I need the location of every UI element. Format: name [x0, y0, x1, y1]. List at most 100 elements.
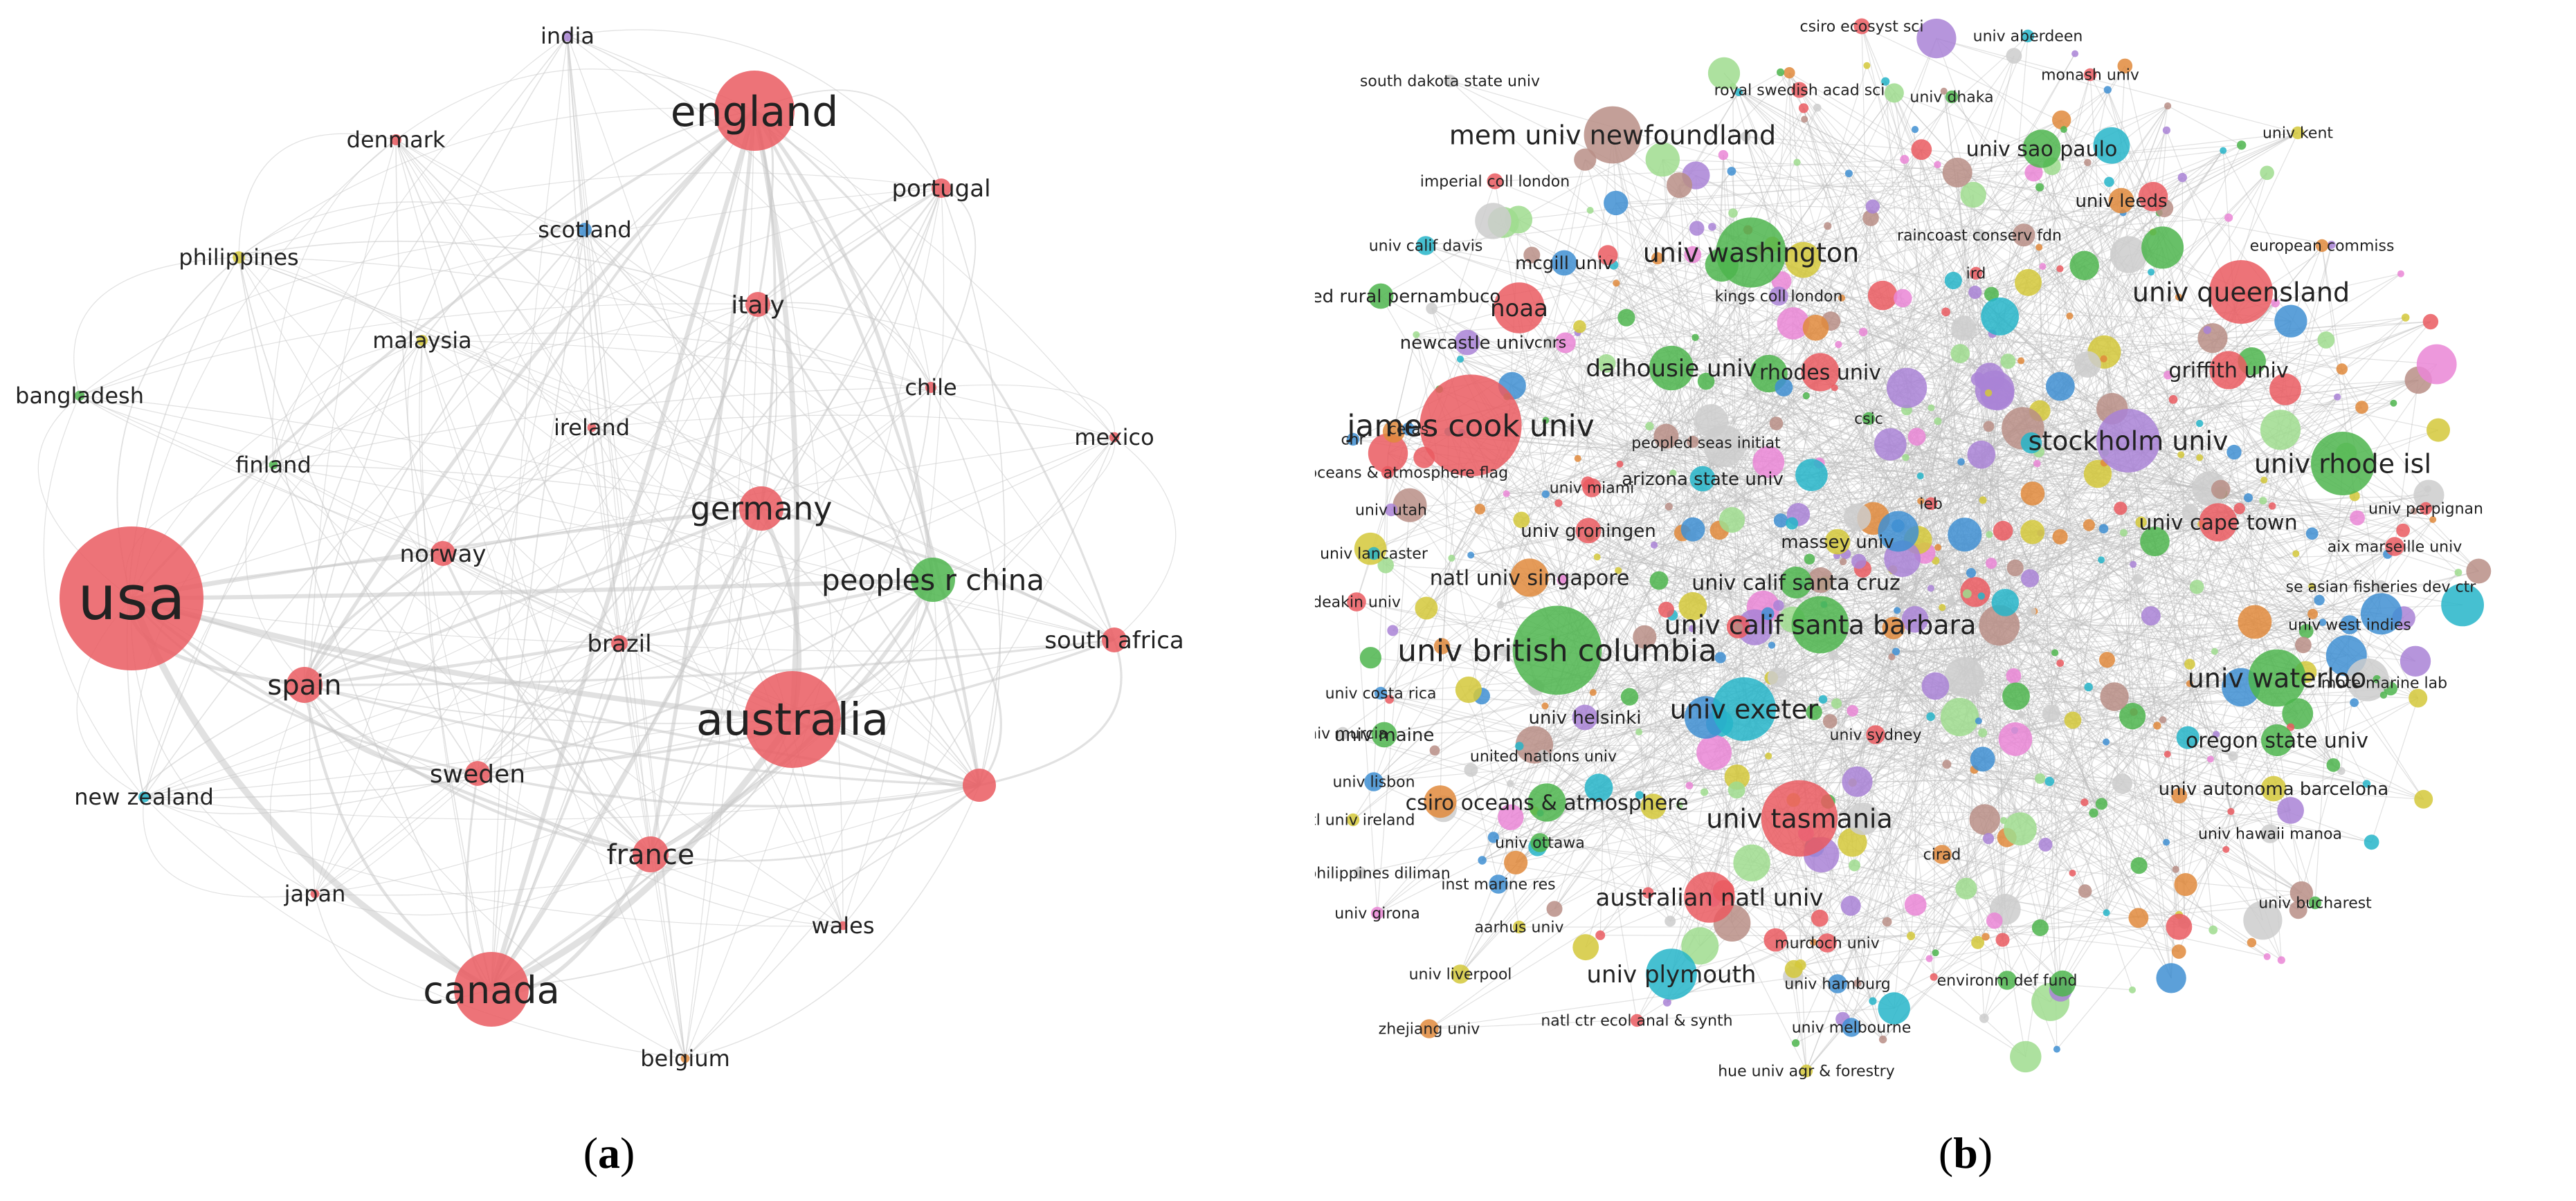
caption-b: (b): [1938, 1128, 1993, 1177]
collaboration-edge: [1479, 367, 1672, 510]
collaboration-edge: [842, 579, 937, 926]
node-natl-univ-singapore: [1510, 558, 1549, 597]
minor-node: [1597, 354, 1616, 373]
collaboration-edge: [2036, 105, 2168, 464]
minor-node: [1847, 705, 1858, 717]
collaboration-edge: [273, 464, 762, 509]
node-peopled-seas-initiat: [1699, 436, 1713, 450]
node-oregon-state-univ: [2261, 724, 2293, 756]
collaboration-edge: [591, 304, 759, 428]
collaboration-edge: [2014, 617, 2404, 731]
collaboration-edge: [2023, 235, 2202, 524]
minor-node: [1998, 722, 2033, 756]
node-univ-british-columbia: [1512, 605, 1602, 695]
collaboration-edge: [419, 340, 478, 774]
minor-node: [1942, 157, 1972, 187]
label-aarhus-univ: aarhus univ: [1475, 919, 1564, 937]
minor-node: [1761, 607, 1775, 621]
minor-node: [2454, 569, 2462, 576]
minor-node: [1955, 877, 1977, 899]
node-univ-rhode-isl: [2311, 432, 2375, 495]
minor-node: [1604, 190, 1629, 216]
minor-node: [2083, 519, 2095, 531]
collaboration-edge: [304, 427, 592, 686]
collaboration-edge: [1114, 437, 1177, 641]
collaboration-edge: [2032, 531, 2463, 605]
node-univ-lisbon: [1364, 772, 1384, 791]
collaboration-edge: [1936, 164, 1995, 391]
minor-node: [2263, 953, 2271, 960]
minor-node: [1697, 372, 1715, 390]
collaboration-edge: [1606, 363, 2382, 587]
collaboration-edge: [1440, 801, 1936, 953]
collaboration-edge: [2120, 508, 2140, 866]
minor-node: [2069, 250, 2099, 280]
collaboration-edge: [1929, 329, 2208, 959]
minor-node: [1968, 285, 1982, 300]
collaboration-edge: [1920, 475, 1939, 548]
minor-node: [2336, 363, 2348, 375]
collaboration-edge: [761, 187, 942, 509]
collaboration-edge: [1647, 478, 1703, 893]
collaboration-edge: [1732, 86, 2024, 236]
minor-node: [1950, 344, 1970, 363]
minor-node: [1804, 553, 1815, 565]
collaboration-edge: [1957, 119, 2062, 173]
collaboration-edge: [1506, 291, 2242, 495]
collaboration-edge: [1936, 38, 2098, 475]
collaboration-edge: [1462, 379, 2419, 433]
minor-node: [2164, 102, 2172, 110]
collaboration-edge: [2038, 200, 2122, 248]
minor-node: [1801, 116, 1808, 123]
minor-node: [1829, 650, 1838, 660]
collaboration-edge: [1598, 508, 2427, 789]
minor-node: [1944, 657, 1985, 697]
collaboration-edge: [491, 35, 568, 990]
collaboration-edge: [1460, 315, 2070, 975]
collaboration-edge: [2189, 512, 2242, 688]
node-india: [562, 30, 573, 42]
node-univ-girona: [1370, 906, 1384, 920]
minor-node: [2237, 140, 2247, 150]
minor-node: [1456, 356, 1464, 363]
collaboration-edge: [1482, 473, 2098, 861]
minor-node: [1783, 535, 1790, 543]
panel-a-country-network: usa england australia canada germany peoples …: [0, 0, 1246, 1201]
node-noaa: [1494, 282, 1545, 333]
node-environm-def-fund: [1997, 971, 2017, 990]
minor-node: [2413, 479, 2445, 511]
minor-node: [1981, 297, 2019, 336]
minor-node: [2098, 524, 2109, 533]
minor-node: [1413, 331, 1420, 338]
collaboration-edge: [1644, 436, 1667, 637]
collaboration-edge: [1370, 387, 1907, 549]
collaboration-edge: [2033, 272, 2152, 612]
node-aix-marseille-univ: [2385, 537, 2404, 556]
minor-node: [2189, 580, 2204, 594]
collaboration-edge: [650, 508, 763, 855]
collaboration-edge: [1393, 431, 2302, 894]
minor-node: [1572, 934, 1599, 961]
label-wales: wales: [811, 913, 874, 939]
label-univ-utah: univ utah: [1355, 502, 1427, 520]
collaboration-edge: [1690, 535, 1912, 937]
collaboration-edge: [491, 229, 586, 990]
minor-node: [2039, 263, 2047, 271]
label-newcastle-univ: newcastle univ: [1400, 333, 1535, 354]
collaboration-edge: [1546, 520, 1781, 803]
minor-node: [1542, 416, 1550, 424]
node-se-asian-fisheries-dev-ctr: [2374, 580, 2388, 594]
collaboration-edge: [1671, 367, 1912, 937]
collaboration-edge: [1731, 170, 2153, 233]
collaboration-edge: [1952, 280, 2316, 904]
collaboration-edge: [1615, 202, 2159, 214]
collaboration-edge: [477, 578, 934, 775]
label-univ-autonoma-barcelona: univ autonoma barcelona: [2159, 779, 2389, 800]
collaboration-edge: [2106, 369, 2229, 913]
label-malaysia: malaysia: [372, 327, 471, 354]
minor-node: [2004, 812, 2037, 845]
collaboration-edge: [143, 796, 686, 1059]
collaboration-edge: [1933, 686, 1936, 978]
collaboration-edge: [477, 643, 621, 775]
node-raincoast-conserv-fdn: [1972, 228, 1986, 242]
